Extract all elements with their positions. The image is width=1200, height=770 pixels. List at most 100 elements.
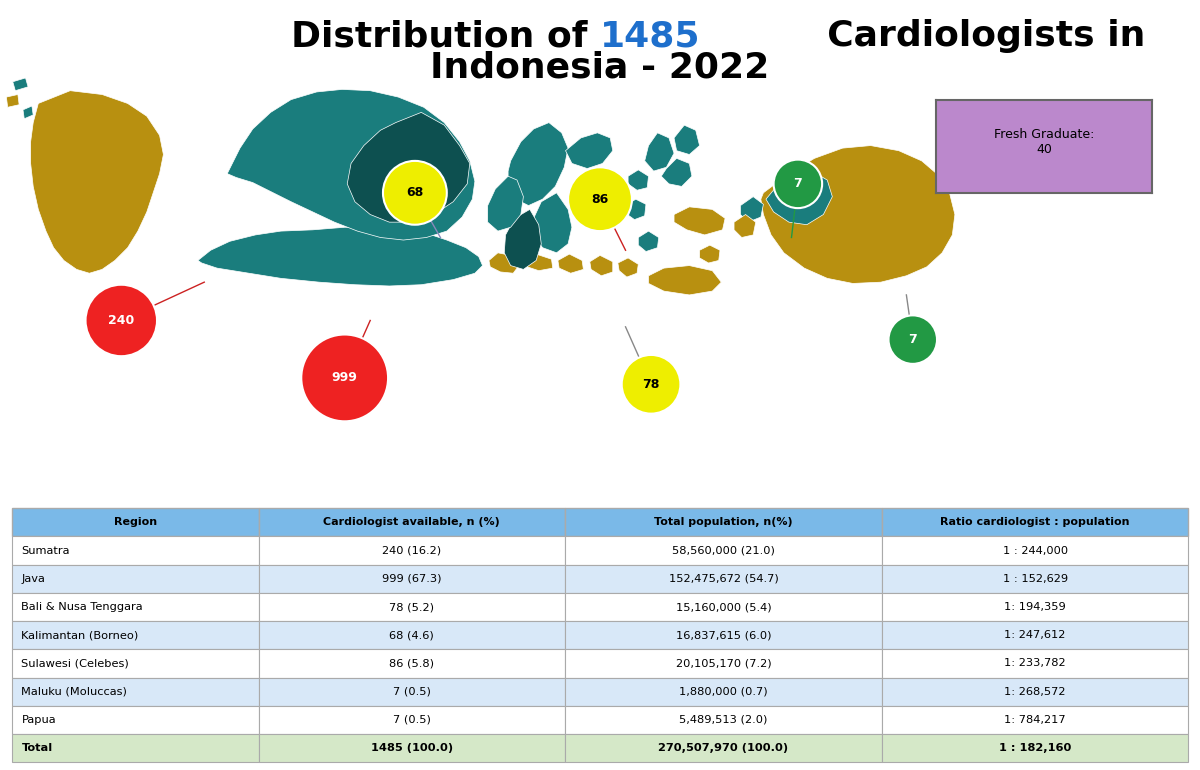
FancyBboxPatch shape — [565, 734, 882, 762]
Polygon shape — [674, 126, 700, 155]
Polygon shape — [565, 132, 613, 169]
Text: 240: 240 — [108, 314, 134, 327]
Ellipse shape — [622, 355, 680, 413]
Ellipse shape — [774, 159, 822, 208]
Polygon shape — [589, 256, 613, 276]
Text: Papua: Papua — [22, 715, 56, 725]
FancyBboxPatch shape — [882, 508, 1188, 537]
FancyBboxPatch shape — [882, 621, 1188, 649]
Text: Total: Total — [22, 743, 53, 753]
Polygon shape — [534, 192, 572, 253]
Text: Maluku (Moluccas): Maluku (Moluccas) — [22, 687, 127, 697]
FancyBboxPatch shape — [565, 706, 882, 734]
FancyBboxPatch shape — [882, 537, 1188, 564]
Text: 68: 68 — [407, 186, 424, 199]
Polygon shape — [487, 176, 523, 231]
FancyBboxPatch shape — [565, 537, 882, 564]
Polygon shape — [488, 253, 521, 273]
Text: 999: 999 — [331, 371, 358, 384]
Text: Fresh Graduate:
40: Fresh Graduate: 40 — [994, 128, 1094, 156]
Polygon shape — [661, 159, 692, 186]
Text: 58,560,000 (21.0): 58,560,000 (21.0) — [672, 546, 775, 555]
FancyBboxPatch shape — [259, 649, 565, 678]
FancyBboxPatch shape — [882, 649, 1188, 678]
Text: Java: Java — [22, 574, 46, 584]
Text: Cardiologist available, n (%): Cardiologist available, n (%) — [324, 517, 500, 527]
FancyBboxPatch shape — [565, 678, 882, 706]
Polygon shape — [504, 209, 541, 270]
Text: 1: 233,782: 1: 233,782 — [1004, 658, 1066, 668]
FancyBboxPatch shape — [259, 593, 565, 621]
Polygon shape — [740, 196, 763, 223]
Text: 1 : 244,000: 1 : 244,000 — [1002, 546, 1068, 555]
Polygon shape — [13, 78, 28, 91]
FancyBboxPatch shape — [259, 564, 565, 593]
Text: 1: 268,572: 1: 268,572 — [1004, 687, 1066, 697]
FancyBboxPatch shape — [12, 621, 259, 649]
FancyBboxPatch shape — [259, 537, 565, 564]
Text: 270,507,970 (100.0): 270,507,970 (100.0) — [659, 743, 788, 753]
FancyBboxPatch shape — [12, 649, 259, 678]
Text: 5,489,513 (2.0): 5,489,513 (2.0) — [679, 715, 768, 725]
FancyBboxPatch shape — [12, 564, 259, 593]
FancyBboxPatch shape — [565, 508, 882, 537]
Text: 1485 (100.0): 1485 (100.0) — [371, 743, 452, 753]
Text: Ratio cardiologist : population: Ratio cardiologist : population — [941, 517, 1130, 527]
Text: 15,160,000 (5.4): 15,160,000 (5.4) — [676, 602, 772, 612]
FancyBboxPatch shape — [259, 621, 565, 649]
Polygon shape — [766, 171, 833, 225]
FancyBboxPatch shape — [259, 678, 565, 706]
Polygon shape — [761, 146, 955, 283]
FancyBboxPatch shape — [12, 678, 259, 706]
Ellipse shape — [888, 316, 937, 364]
Text: Region: Region — [114, 517, 157, 527]
Text: Cardiologists in: Cardiologists in — [600, 19, 1145, 53]
Polygon shape — [227, 89, 475, 240]
Text: 86: 86 — [592, 192, 608, 206]
FancyBboxPatch shape — [12, 706, 259, 734]
Polygon shape — [198, 227, 482, 286]
Text: 86 (5.8): 86 (5.8) — [389, 658, 434, 668]
FancyBboxPatch shape — [882, 564, 1188, 593]
FancyBboxPatch shape — [882, 706, 1188, 734]
Text: Sumatra: Sumatra — [22, 546, 70, 555]
FancyBboxPatch shape — [882, 734, 1188, 762]
Text: 1: 784,217: 1: 784,217 — [1004, 715, 1066, 725]
Text: 152,475,672 (54.7): 152,475,672 (54.7) — [668, 574, 779, 584]
FancyBboxPatch shape — [12, 508, 259, 537]
Polygon shape — [625, 199, 646, 219]
FancyBboxPatch shape — [565, 593, 882, 621]
FancyBboxPatch shape — [882, 593, 1188, 621]
Text: 1: 194,359: 1: 194,359 — [1004, 602, 1066, 612]
Text: 1 : 182,160: 1 : 182,160 — [998, 743, 1072, 753]
Ellipse shape — [85, 285, 157, 357]
Text: 7 (0.5): 7 (0.5) — [392, 687, 431, 697]
Text: 16,837,615 (6.0): 16,837,615 (6.0) — [676, 631, 772, 640]
Polygon shape — [31, 91, 163, 273]
Text: Total population, n(%): Total population, n(%) — [654, 517, 793, 527]
Polygon shape — [628, 170, 648, 190]
Text: Sulawesi (Celebes): Sulawesi (Celebes) — [22, 658, 130, 668]
Polygon shape — [6, 95, 19, 107]
FancyBboxPatch shape — [12, 537, 259, 564]
Text: 999 (67.3): 999 (67.3) — [382, 574, 442, 584]
Polygon shape — [618, 258, 638, 277]
Text: 1 : 152,629: 1 : 152,629 — [1002, 574, 1068, 584]
Polygon shape — [347, 112, 469, 223]
FancyBboxPatch shape — [565, 649, 882, 678]
FancyBboxPatch shape — [12, 734, 259, 762]
Text: 7: 7 — [793, 177, 803, 190]
Polygon shape — [508, 122, 568, 206]
Text: 1: 247,612: 1: 247,612 — [1004, 631, 1066, 640]
Text: 7 (0.5): 7 (0.5) — [392, 715, 431, 725]
FancyBboxPatch shape — [565, 564, 882, 593]
FancyBboxPatch shape — [882, 678, 1188, 706]
Text: 1,880,000 (0.7): 1,880,000 (0.7) — [679, 687, 768, 697]
Polygon shape — [700, 245, 720, 263]
Text: 78: 78 — [642, 378, 660, 391]
Text: 240 (16.2): 240 (16.2) — [383, 546, 442, 555]
Text: 68 (4.6): 68 (4.6) — [390, 631, 434, 640]
Polygon shape — [734, 215, 756, 237]
Text: 20,105,170 (7.2): 20,105,170 (7.2) — [676, 658, 772, 668]
Polygon shape — [23, 106, 34, 119]
